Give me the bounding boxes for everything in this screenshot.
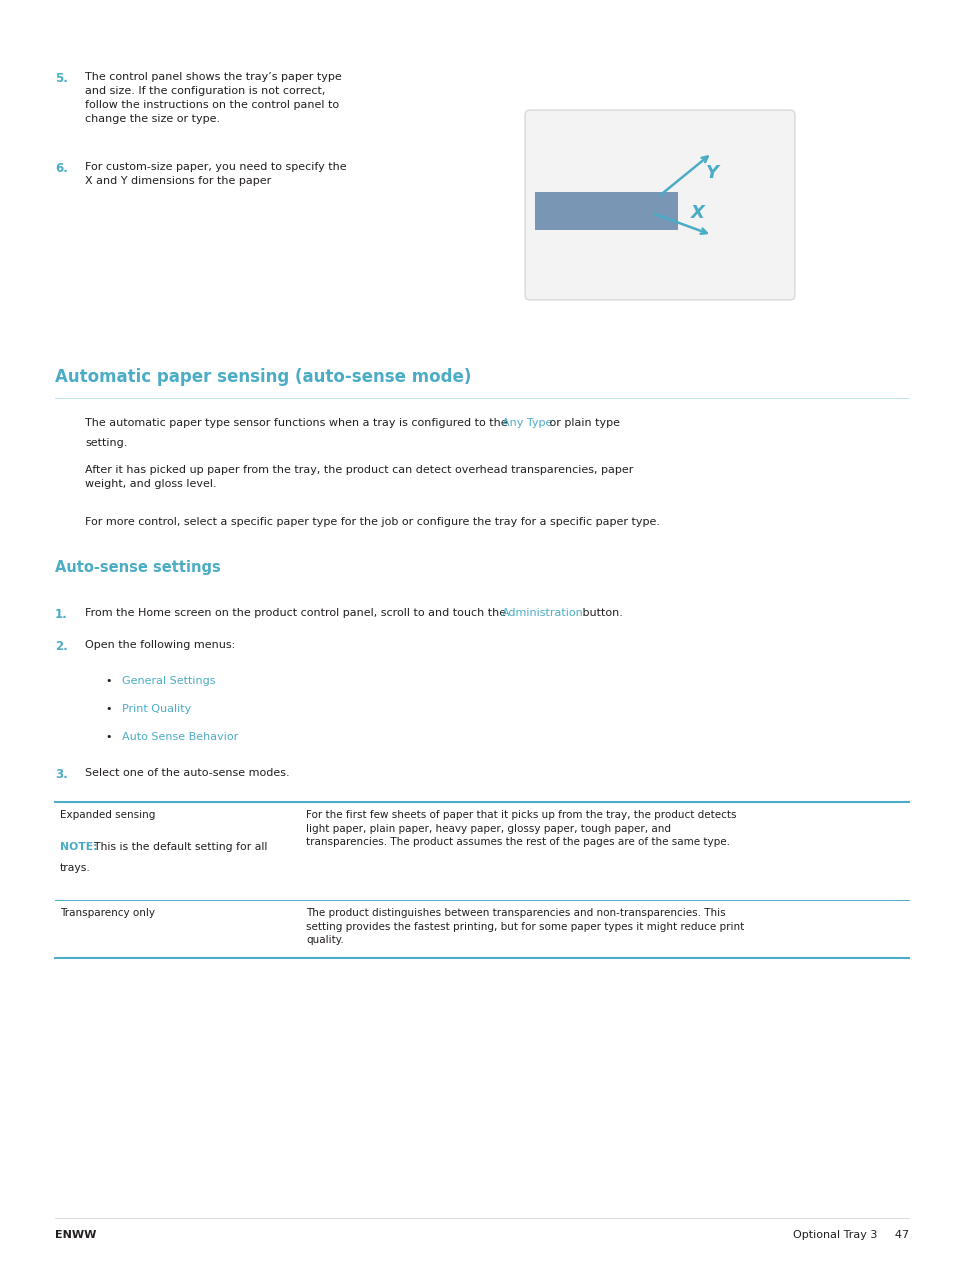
Text: Open the following menus:: Open the following menus: <box>85 640 235 650</box>
Text: ENWW: ENWW <box>55 1231 96 1240</box>
FancyBboxPatch shape <box>524 110 794 300</box>
Text: After it has picked up paper from the tray, the product can detect overhead tran: After it has picked up paper from the tr… <box>85 465 633 489</box>
Text: Auto-sense settings: Auto-sense settings <box>55 560 220 575</box>
Text: The product distinguishes between transparencies and non-transparencies. This
se: The product distinguishes between transp… <box>306 908 743 945</box>
Bar <box>535 192 678 230</box>
Text: Y: Y <box>705 164 718 182</box>
Text: 5.: 5. <box>55 72 68 85</box>
Text: 1.: 1. <box>55 608 68 621</box>
Text: Automatic paper sensing (auto-sense mode): Automatic paper sensing (auto-sense mode… <box>55 368 471 386</box>
Text: For custom-size paper, you need to specify the
X and Y dimensions for the paper: For custom-size paper, you need to speci… <box>85 163 346 185</box>
Text: From the Home screen on the product control panel, scroll to and touch the: From the Home screen on the product cont… <box>85 608 509 618</box>
Text: General Settings: General Settings <box>122 676 215 686</box>
Text: or plain type: or plain type <box>545 418 619 428</box>
Text: 6.: 6. <box>55 163 68 175</box>
Text: Print Quality: Print Quality <box>122 704 191 714</box>
Text: Select one of the auto-sense modes.: Select one of the auto-sense modes. <box>85 768 290 779</box>
Text: button.: button. <box>578 608 622 618</box>
Text: Expanded sensing: Expanded sensing <box>60 810 155 820</box>
Text: •: • <box>105 704 112 714</box>
Text: trays.: trays. <box>60 864 91 872</box>
Text: This is the default setting for all: This is the default setting for all <box>87 842 267 852</box>
Text: •: • <box>105 676 112 686</box>
Text: Any Type: Any Type <box>501 418 552 428</box>
Text: The control panel shows the tray’s paper type
and size. If the configuration is : The control panel shows the tray’s paper… <box>85 72 341 124</box>
Text: Optional Tray 3     47: Optional Tray 3 47 <box>792 1231 908 1240</box>
Text: For more control, select a specific paper type for the job or configure the tray: For more control, select a specific pape… <box>85 517 659 527</box>
Text: X: X <box>690 204 704 222</box>
Text: For the first few sheets of paper that it picks up from the tray, the product de: For the first few sheets of paper that i… <box>306 810 736 847</box>
Text: 2.: 2. <box>55 640 68 653</box>
Text: The automatic paper type sensor functions when a tray is configured to the: The automatic paper type sensor function… <box>85 418 511 428</box>
Text: Transparency only: Transparency only <box>60 908 154 918</box>
Text: •: • <box>105 732 112 742</box>
Text: Auto Sense Behavior: Auto Sense Behavior <box>122 732 238 742</box>
Text: 3.: 3. <box>55 768 68 781</box>
Text: NOTE:: NOTE: <box>60 842 97 852</box>
Text: setting.: setting. <box>85 438 128 448</box>
Text: Administration: Administration <box>501 608 583 618</box>
